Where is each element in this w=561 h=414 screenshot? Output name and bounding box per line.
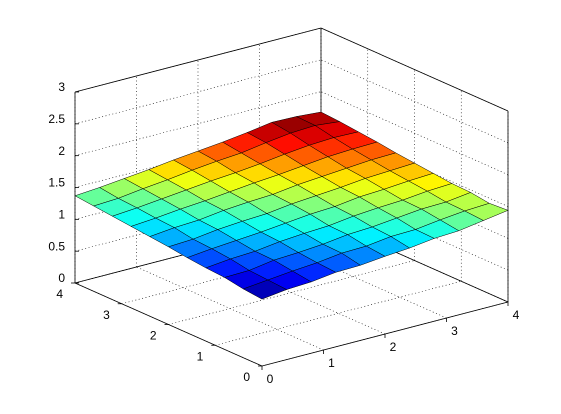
grid-line bbox=[74, 218, 322, 284]
grid-line bbox=[74, 59, 322, 125]
x-tick-label: 2 bbox=[390, 340, 397, 354]
grid-line bbox=[320, 59, 509, 144]
z-tick-label: 0 bbox=[58, 271, 65, 285]
grid-line bbox=[259, 234, 447, 319]
z-tick-label: 2.5 bbox=[48, 112, 65, 126]
grid-line bbox=[320, 218, 509, 303]
grid-line bbox=[168, 260, 415, 325]
grid-line bbox=[320, 91, 509, 175]
y-tick-label: 3 bbox=[103, 308, 110, 322]
y-tick-label: 0 bbox=[243, 370, 250, 384]
grid-line bbox=[74, 123, 322, 188]
grid-line bbox=[320, 27, 509, 112]
grid-line bbox=[74, 27, 322, 93]
x-tick-label: 3 bbox=[451, 324, 458, 338]
grid-line bbox=[121, 239, 368, 305]
surface-face bbox=[242, 279, 288, 300]
grid-line bbox=[74, 186, 322, 252]
grid-line bbox=[215, 280, 462, 346]
z-tick-label: 3 bbox=[58, 80, 65, 94]
x-tick-label: 1 bbox=[328, 356, 335, 370]
grid-line bbox=[197, 250, 386, 335]
z-tick-label: 2 bbox=[58, 144, 65, 158]
x-tick-label: 4 bbox=[513, 308, 520, 322]
z-tick-label: 1.5 bbox=[48, 176, 65, 190]
z-tick-label: 0.5 bbox=[48, 239, 65, 253]
z-tick-label: 1 bbox=[58, 208, 65, 222]
y-tick-label: 2 bbox=[150, 329, 157, 343]
grid-line bbox=[74, 91, 322, 156]
x-tick-label: 0 bbox=[267, 372, 274, 386]
y-tick-label: 1 bbox=[197, 349, 204, 363]
y-tick-label: 4 bbox=[56, 287, 63, 301]
